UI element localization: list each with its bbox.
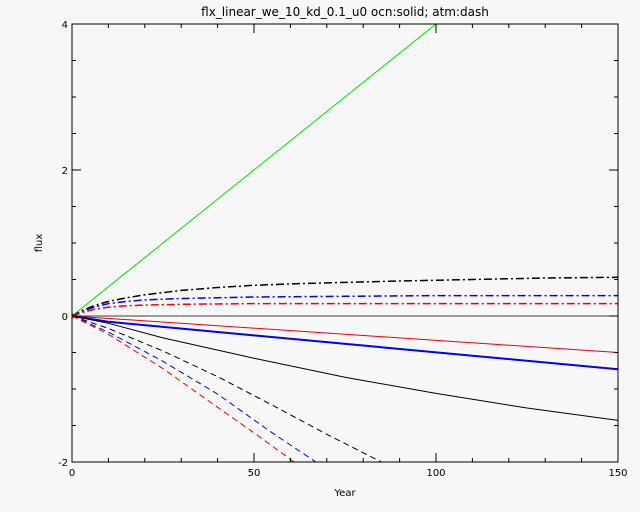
x-axis-label: Year — [333, 488, 356, 499]
series-line-0 — [72, 24, 437, 317]
series-line-5 — [72, 315, 618, 353]
chart-title: flx_linear_we_10_kd_0.1_u0 ocn:solid; at… — [201, 5, 489, 19]
series-line-2 — [72, 294, 618, 317]
series-layer — [72, 24, 618, 462]
series-line-10 — [72, 315, 295, 462]
y-tick-label: 4 — [62, 20, 68, 31]
x-tick-label: 100 — [426, 468, 445, 479]
y-tick-label: 2 — [62, 166, 68, 177]
series-line-9 — [72, 315, 317, 462]
x-tick-label: 0 — [69, 468, 75, 479]
x-tick-label: 50 — [248, 468, 261, 479]
series-line-8 — [72, 315, 382, 462]
y-axis-label: flux — [34, 234, 45, 253]
x-tick-label: 150 — [608, 468, 627, 479]
y-tick-label: -2 — [58, 458, 68, 469]
y-tick-label: 0 — [62, 312, 68, 323]
series-line-7 — [72, 315, 618, 421]
series-line-3 — [72, 302, 618, 317]
series-line-1 — [72, 276, 618, 317]
